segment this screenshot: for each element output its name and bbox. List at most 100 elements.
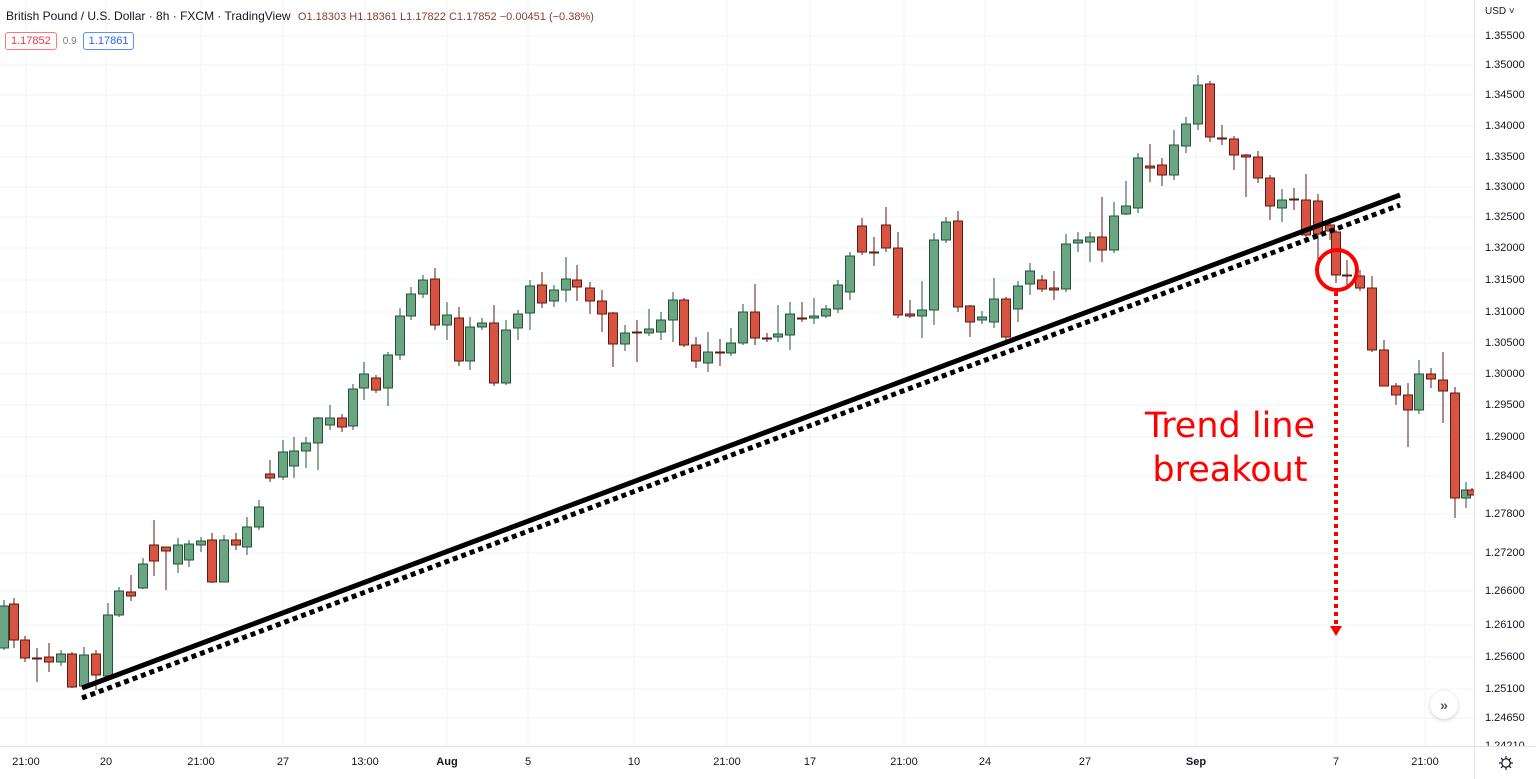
candle-up: [773, 333, 783, 338]
candle-up: [549, 289, 559, 302]
price-tick-label: 1.29500: [1485, 399, 1525, 411]
candle-down: [265, 473, 275, 479]
candle-down: [905, 313, 915, 317]
arrow-head-icon: [1330, 626, 1342, 636]
price-tick-label: 1.29000: [1485, 431, 1525, 443]
candle-down: [430, 278, 440, 326]
candle-down: [149, 544, 159, 562]
price-tick-label: 1.27800: [1485, 508, 1525, 520]
candle-up: [477, 322, 487, 328]
time-tick-label: 10: [627, 756, 641, 768]
candle-down: [1403, 394, 1413, 411]
candle-down: [1253, 156, 1263, 179]
candle-down: [608, 312, 618, 345]
price-tick-label: 1.27200: [1485, 547, 1525, 559]
time-tick-label: 24: [978, 756, 992, 768]
candle-down: [1313, 200, 1323, 235]
spread-value: 0.9: [62, 35, 77, 47]
price-tick-label: 1.24650: [1485, 712, 1525, 724]
candle-down: [1241, 154, 1251, 158]
time-tick-label: 21:00: [713, 756, 741, 768]
candle-up: [103, 614, 113, 677]
candle-up: [0, 605, 9, 649]
price-tick-label: 1.26600: [1485, 585, 1525, 597]
candle-up: [726, 342, 736, 354]
candle-up: [1133, 157, 1143, 209]
candle-up: [406, 293, 416, 317]
candle-up: [1013, 285, 1023, 310]
candle-up: [1061, 243, 1071, 290]
candle-down: [585, 287, 595, 302]
candle-down: [9, 603, 19, 641]
candle-up: [845, 255, 855, 293]
candle-down: [67, 653, 77, 688]
chart-settings-button[interactable]: [1474, 746, 1536, 779]
candle-down: [1342, 274, 1352, 277]
candlestick-chart[interactable]: [0, 0, 1474, 746]
candle-down: [32, 657, 42, 660]
time-tick-label: Aug: [436, 756, 458, 768]
time-tick-label: 21:00: [1411, 756, 1439, 768]
candle-down: [679, 299, 689, 346]
candle-down: [207, 539, 217, 583]
candle-down: [1301, 199, 1311, 236]
candle-down: [1157, 164, 1167, 176]
candle-up: [1193, 84, 1203, 125]
candle-down: [953, 220, 963, 308]
candle-up: [313, 417, 323, 444]
price-tick-label: 1.35500: [1485, 30, 1525, 42]
candle-up: [395, 315, 405, 356]
candle-up: [242, 526, 252, 548]
candle-up: [1277, 199, 1287, 209]
price-tick-label: 1.31500: [1485, 274, 1525, 286]
candle-up: [977, 316, 987, 321]
candle-up: [644, 328, 654, 334]
candle-down: [20, 639, 30, 659]
candle-down: [537, 284, 547, 304]
candle-down: [1145, 165, 1155, 169]
price-tick-label: 1.34000: [1485, 120, 1525, 132]
candle-down: [797, 317, 807, 320]
breakout-circle: [1315, 248, 1359, 292]
scroll-to-realtime-button[interactable]: »: [1430, 691, 1458, 719]
candle-up: [301, 442, 311, 452]
candle-up: [929, 239, 939, 311]
candle-up: [809, 315, 819, 319]
candle-up: [325, 417, 335, 426]
candle-up: [1073, 239, 1083, 244]
candle-down: [857, 225, 867, 253]
candle-down: [1037, 279, 1047, 290]
candle-down: [1367, 287, 1377, 351]
symbol-legend: British Pound / U.S. Dollar · 8h · FXCM …: [6, 9, 594, 23]
candle-down: [1379, 349, 1389, 387]
trendline-dotted: [81, 202, 1401, 701]
candle-up: [821, 308, 831, 317]
candle-down: [1450, 392, 1460, 499]
time-axis[interactable]: 21:00 20 21:00 27 13:00 Aug 5 10 21:00 17 21:00 24 2…: [0, 746, 1474, 779]
time-tick-label: 5: [524, 756, 532, 768]
candle-up: [620, 332, 630, 345]
time-tick-label: 13:00: [351, 756, 379, 768]
candle-up: [561, 278, 571, 291]
candle-up: [278, 451, 288, 478]
candle-up: [941, 221, 951, 241]
candle-up: [668, 299, 678, 321]
candle-up: [1169, 144, 1179, 176]
candle-down: [1229, 138, 1239, 156]
candle-down: [337, 417, 347, 428]
sell-price-button[interactable]: 1.17852: [5, 32, 57, 50]
price-axis[interactable]: USD ˅ 1.35500 1.35000 1.34500 1.34000 1.3350…: [1474, 0, 1536, 752]
time-tick-label: 21:00: [187, 756, 215, 768]
time-tick-label: 27: [276, 756, 290, 768]
currency-selector[interactable]: USD ˅: [1485, 6, 1515, 17]
candle-up: [1085, 236, 1095, 243]
price-tick-label: 1.35000: [1485, 59, 1525, 71]
chart-pane[interactable]: British Pound / U.S. Dollar · 8h · FXCM …: [0, 0, 1474, 746]
candle-down: [1391, 385, 1401, 396]
candle-down: [1001, 298, 1011, 338]
symbol-title[interactable]: British Pound / U.S. Dollar · 8h · FXCM …: [6, 9, 291, 23]
candle-up: [1414, 373, 1424, 411]
buy-price-button[interactable]: 1.17861: [82, 32, 135, 50]
candle-up: [501, 329, 511, 384]
price-tick-label: 1.30000: [1485, 368, 1525, 380]
